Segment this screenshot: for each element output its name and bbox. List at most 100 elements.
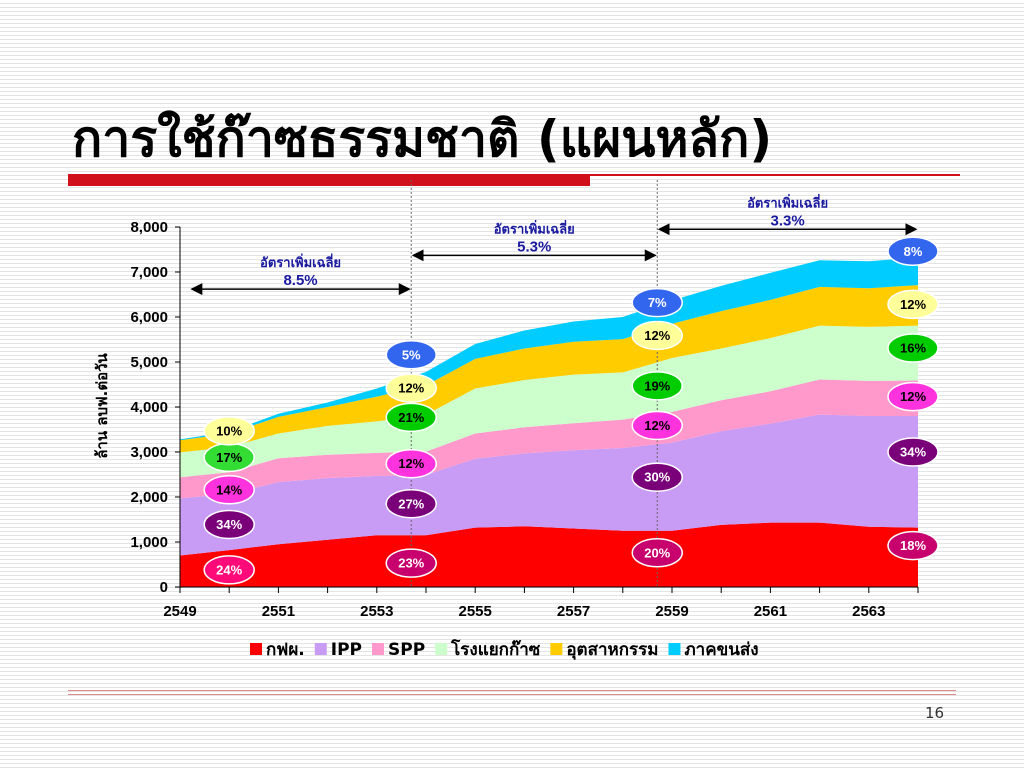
share-badge-text: 10% [216, 423, 242, 438]
share-badge: 21% [385, 402, 437, 433]
share-badge-text: 17% [216, 450, 242, 465]
share-badge: 12% [385, 448, 437, 479]
share-badge-ellipse [385, 548, 437, 578]
share-badge-text: 20% [644, 545, 670, 560]
share-badge-text: 21% [398, 410, 424, 425]
y-tick-label: 2,000 [130, 489, 168, 506]
area-series-4 [180, 325, 918, 478]
axes-group: 0 1,000 2,000 3,000 4,000 5,000 6,000 7,000 8,00… [130, 219, 919, 620]
share-badge: 23% [385, 548, 437, 578]
x-tick-label: 2561 [754, 603, 787, 620]
footer-line-top [68, 690, 956, 691]
share-badge: 12% [887, 289, 939, 320]
share-badge-ellipse [631, 538, 683, 568]
area-series-2 [180, 414, 918, 556]
x-tick-label: 2551 [262, 603, 295, 620]
legend-swatch [250, 643, 262, 655]
footer-line-bottom [68, 694, 956, 695]
share-badge-ellipse [385, 489, 437, 519]
y-tick-label: 8,000 [130, 219, 168, 236]
share-badge-text: 5% [402, 347, 421, 362]
share-badge-text: 30% [644, 470, 670, 485]
title-underline-bar [68, 174, 590, 186]
share-badge: 34% [203, 509, 255, 540]
share-badge-text: 8% [904, 244, 923, 259]
share-badge: 14% [203, 475, 255, 505]
growth-rate-annotations: อัตราเพิ่มเฉลี่ย8.5%อัตราเพิ่มเฉลี่ย5.3%… [190, 193, 918, 296]
share-badge-text: 12% [398, 381, 424, 396]
share-badge-ellipse [887, 437, 939, 467]
legend-label: กฟผ. [266, 640, 305, 660]
legend-swatch [314, 643, 327, 655]
share-badge: 12% [631, 410, 683, 441]
chart-legend: กฟผ. IPP SPP โรงแยกก๊าซ อุตสาหกรรม ภาคขนส่ง [250, 639, 759, 660]
share-badge: 5% [385, 340, 437, 370]
share-badge-ellipse [203, 555, 255, 585]
share-badge-text: 18% [900, 538, 926, 553]
share-badge-ellipse [385, 340, 437, 370]
share-badge: 20% [631, 538, 683, 568]
share-badge-text: 34% [900, 445, 926, 460]
share-badge: 19% [631, 371, 683, 401]
y-tick-label: 7,000 [130, 264, 168, 281]
share-label-group: 24% 34% 14% 17% 10% 23% 27% 12% 21% 12% 5% 20% 30% 12… [203, 236, 939, 585]
share-badge-ellipse [631, 462, 683, 492]
x-tick-label: 2563 [852, 603, 885, 620]
share-badge-ellipse [631, 287, 683, 318]
share-badge-ellipse [887, 236, 939, 267]
x-tick-label: 2555 [459, 603, 492, 620]
x-tick-label: 2557 [557, 603, 590, 620]
share-badge-text: 7% [648, 295, 667, 310]
share-badge: 34% [887, 437, 939, 467]
legend-label: SPP [388, 640, 425, 660]
share-badge-ellipse [887, 530, 939, 561]
x-tick-label: 2553 [360, 603, 393, 620]
share-badge-text: 12% [900, 389, 926, 404]
growth-rate-label: อัตราเพิ่มเฉลี่ย [494, 219, 575, 237]
legend-swatch [550, 643, 563, 655]
page-number: 16 [925, 704, 945, 722]
y-tick-label: 4,000 [130, 399, 168, 416]
page-title: การใช้ก๊าซธรรมชาติ (แผนหลัก) [72, 110, 773, 168]
growth-rate-value: 3.3% [771, 212, 805, 229]
share-badge: 16% [887, 333, 939, 363]
share-badge-ellipse [887, 333, 939, 363]
share-badge: 30% [631, 462, 683, 492]
growth-rate-label: อัตราเพิ่มเฉลี่ย [747, 193, 828, 211]
share-badge: 17% [203, 442, 255, 473]
share-badge-text: 12% [644, 418, 670, 433]
share-badge-ellipse [887, 381, 939, 412]
share-badge-ellipse [887, 289, 939, 320]
share-badge-text: 12% [900, 297, 926, 312]
legend-label: อุตสาหกรรม [566, 640, 658, 660]
share-badge: 27% [385, 489, 437, 519]
share-badge-text: 27% [398, 496, 424, 511]
legend-label: ภาคขนส่ง [684, 640, 758, 660]
share-badge: 24% [203, 555, 255, 585]
share-badge-ellipse [631, 371, 683, 401]
title-underline-line [590, 174, 960, 176]
area-series-3 [180, 379, 918, 499]
legend-label: IPP [331, 640, 362, 660]
area-series-6 [180, 257, 918, 441]
x-tick-label: 2559 [655, 603, 688, 620]
y-tick-label: 5,000 [130, 354, 168, 371]
area-series-group [180, 257, 918, 587]
share-badge-ellipse [631, 410, 683, 441]
share-badge-text: 23% [398, 556, 424, 571]
share-badge-ellipse [385, 402, 437, 433]
growth-rate-value: 8.5% [283, 272, 317, 289]
share-badge: 12% [887, 381, 939, 412]
share-badge-ellipse [385, 448, 437, 479]
area-series-5 [180, 285, 918, 453]
share-badge-text: 19% [644, 378, 670, 393]
growth-rate-value: 5.3% [517, 238, 551, 255]
area-series-1 [180, 522, 918, 587]
legend-label: โรงแยกก๊าซ [450, 639, 541, 660]
share-badge-ellipse [203, 475, 255, 505]
share-badge-text: 12% [644, 328, 670, 343]
share-badge: 12% [385, 373, 437, 403]
share-badge-text: 14% [216, 482, 242, 497]
share-badge-text: 34% [216, 517, 242, 532]
